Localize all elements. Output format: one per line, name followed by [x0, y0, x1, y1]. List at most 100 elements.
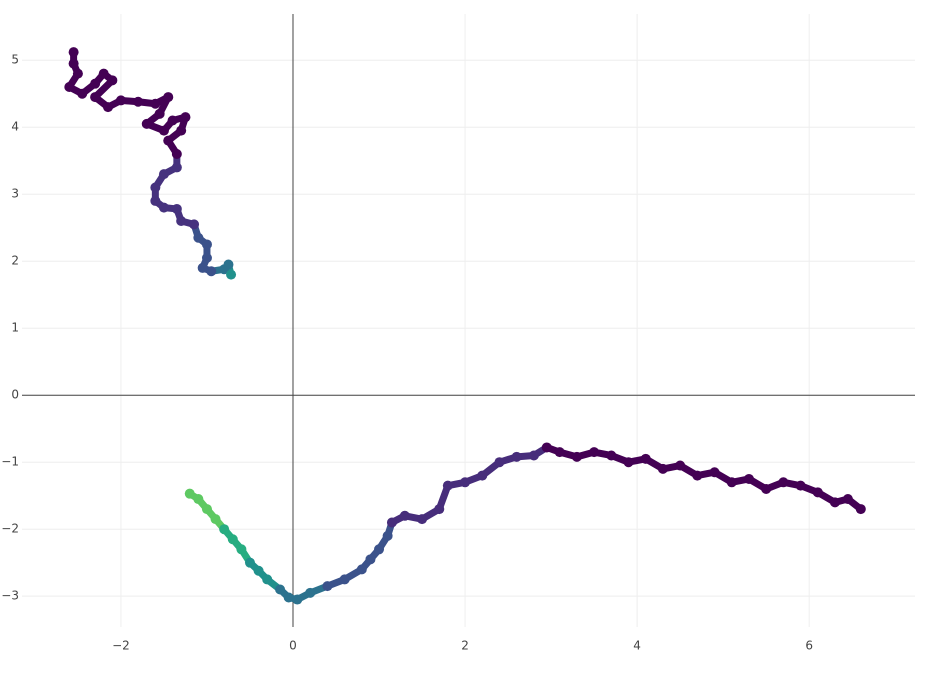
y-tick-label: −1 [1, 455, 19, 469]
x-tick-label: 0 [289, 639, 297, 653]
y-tick-label: −3 [1, 589, 19, 603]
point [571, 451, 582, 462]
point [227, 534, 238, 545]
y-tick-label: −2 [1, 522, 19, 536]
x-tick-label: −2 [112, 639, 130, 653]
point [726, 477, 737, 488]
point [90, 78, 101, 89]
point [197, 262, 208, 273]
point [374, 544, 385, 555]
point [158, 125, 169, 136]
point [167, 115, 178, 126]
point [657, 463, 668, 474]
point [356, 564, 367, 575]
point [115, 95, 126, 106]
point [244, 557, 255, 568]
y-tick-label: 3 [11, 187, 19, 201]
point [201, 239, 212, 250]
point [163, 135, 174, 146]
point [460, 477, 471, 488]
point [103, 102, 114, 113]
point [283, 592, 294, 603]
point [623, 457, 634, 468]
point [223, 259, 234, 270]
point [842, 494, 853, 505]
y-tick-label: 1 [11, 321, 19, 335]
point [226, 269, 237, 280]
point [68, 47, 79, 58]
x-tick-label: 4 [633, 639, 641, 653]
point [133, 96, 144, 107]
point [163, 92, 174, 103]
point [292, 594, 303, 605]
point [382, 530, 393, 541]
x-tick-label: 6 [805, 639, 813, 653]
point [434, 504, 445, 515]
point [709, 467, 720, 478]
x-tick-label: 2 [461, 639, 469, 653]
point [171, 162, 182, 173]
point [829, 497, 840, 508]
point [141, 118, 152, 129]
y-tick-label: 4 [11, 120, 19, 134]
point [176, 216, 187, 227]
point [795, 480, 806, 491]
point [193, 232, 204, 243]
point [90, 92, 101, 103]
point [219, 524, 230, 535]
point [201, 504, 212, 515]
point [339, 574, 350, 585]
point [206, 266, 217, 277]
point [511, 451, 522, 462]
point [692, 470, 703, 481]
point [180, 112, 191, 123]
point [150, 195, 161, 206]
point [158, 202, 169, 213]
point [305, 587, 316, 598]
point [77, 88, 88, 99]
point [554, 447, 565, 458]
point [761, 483, 772, 494]
point [154, 108, 165, 119]
point [606, 450, 617, 461]
y-tick-label: 2 [11, 254, 19, 268]
point [150, 182, 161, 193]
point [477, 470, 488, 481]
point [589, 447, 600, 458]
y-tick-label: 5 [11, 53, 19, 67]
point [262, 574, 273, 585]
point [399, 510, 410, 521]
point [171, 149, 182, 160]
point [494, 457, 505, 468]
point [68, 58, 79, 69]
point [541, 442, 552, 453]
point [184, 488, 195, 499]
point [743, 473, 754, 484]
point [150, 98, 161, 109]
point [812, 487, 823, 498]
point [72, 68, 83, 79]
point [64, 82, 75, 93]
point [442, 480, 453, 491]
point [158, 169, 169, 180]
point [778, 477, 789, 488]
point [98, 68, 109, 79]
point [275, 584, 286, 595]
point [386, 517, 397, 528]
point [855, 504, 866, 515]
point [176, 125, 187, 136]
point [365, 554, 376, 565]
point [210, 514, 221, 525]
point [189, 219, 200, 230]
point [107, 75, 118, 86]
point [193, 494, 204, 505]
point [253, 565, 264, 576]
point [322, 581, 333, 592]
point [236, 544, 247, 555]
point [675, 460, 686, 471]
point [201, 252, 212, 263]
y-tick-label: 0 [11, 388, 19, 402]
point [417, 514, 428, 525]
